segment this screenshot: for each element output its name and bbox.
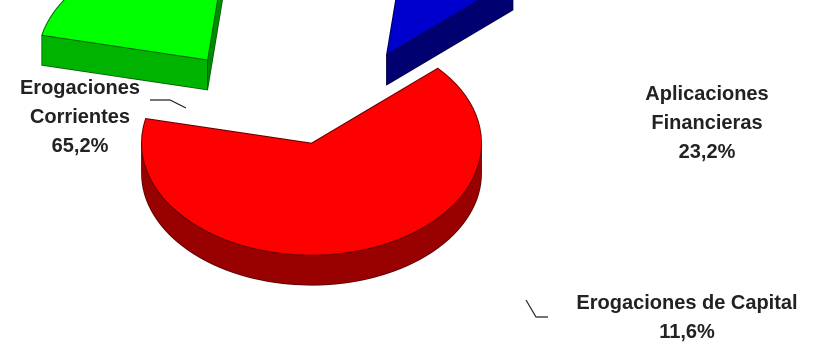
slice-wall (207, 0, 223, 91)
slice-aplicaciones-financieras (41, 0, 223, 91)
slice-erogaciones-corrientes (141, 67, 482, 286)
label-value: 65,2% (51, 135, 109, 157)
label-line: Financieras (651, 112, 763, 134)
label-erogaciones-corrientes: Erogaciones Corrientes 65,2% (6, 74, 154, 161)
slice-top (385, 0, 481, 56)
label-line: Erogaciones de Capital (576, 292, 798, 314)
leader-line (150, 99, 187, 109)
slice-erogaciones-de-capital (385, 0, 514, 86)
slice-top (41, 0, 219, 61)
label-line: Aplicaciones (645, 83, 769, 105)
label-value: 23,2% (678, 141, 736, 163)
leader-line (525, 299, 548, 318)
label-value: 11,6% (659, 321, 715, 343)
leader-lines (150, 99, 548, 318)
label-line: Corrientes (29, 106, 131, 128)
label-erogaciones-capital: Erogaciones de Capital 11,6% (558, 289, 816, 347)
pie-slices (41, 0, 514, 286)
label-line: Erogaciones (19, 77, 141, 99)
label-aplicaciones-financieras: Aplicaciones Financieras 23,2% (622, 80, 792, 167)
slice-top (141, 67, 482, 256)
